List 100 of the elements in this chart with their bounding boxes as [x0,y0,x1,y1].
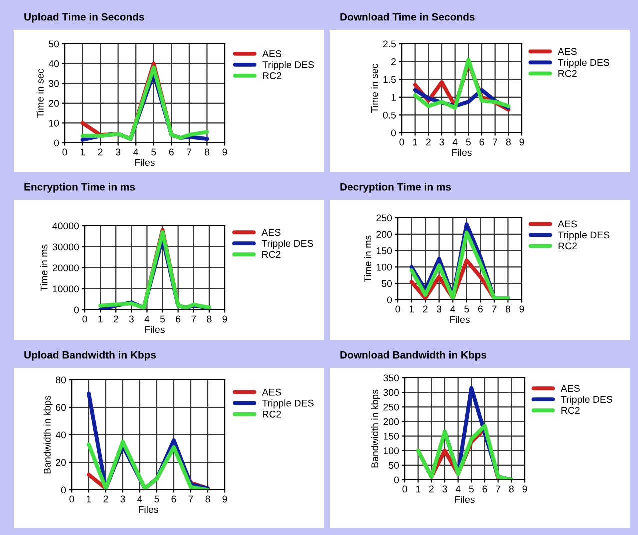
x-tick-label: 4 [456,486,461,493]
x-tick-label: 1 [98,316,103,323]
x-tick-label: 5 [466,138,471,146]
y-axis-title: Bandwidth in kbps [371,390,380,468]
y-tick-label: 1.5 [384,76,396,84]
y-tick-label: 10000 [53,286,80,293]
chart-title: Encryption Time in ms [24,183,136,193]
x-tick-label: 1 [87,496,92,503]
legend-label: AES [262,229,281,236]
legend-label: Tripple DES [558,232,610,241]
x-tick-label: 3 [129,316,134,323]
y-tick-label: 60 [56,404,66,412]
legend-label: RC2 [263,410,282,418]
legend-label: RC2 [562,407,580,414]
y-tick-label: 50 [49,40,60,48]
x-axis-title: Files [139,506,158,514]
y-tick-label: 10 [49,120,60,127]
x-tick-label: 2 [104,496,108,503]
x-tick-label: 7 [492,306,497,313]
y-axis-title: Time in sec [371,64,378,113]
y-axis-title: Time in sec [36,69,44,118]
y-tick-label: 20 [49,100,60,108]
x-axis-title: Files [136,159,155,166]
x-tick-label: 5 [160,316,166,323]
legend-label: Tripple DES [262,240,314,250]
x-tick-label: 7 [493,138,498,146]
legend-label: RC2 [262,251,281,258]
x-tick-label: 8 [506,138,511,146]
x-tick-label: 7 [187,148,192,156]
x-tick-label: 0 [70,496,74,503]
x-tick-label: 8 [509,486,514,493]
x-tick-label: 8 [207,316,212,323]
x-tick-label: 4 [452,138,458,146]
legend-label: AES [560,385,580,392]
x-tick-label: 5 [152,148,156,156]
y-axis-title: Time in ms [40,244,48,292]
chart-title: Download Time in Seconds [340,13,475,21]
x-tick-label: 2 [429,486,434,493]
x-tick-label: 1 [416,486,421,493]
x-tick-label: 0 [82,316,88,323]
x-tick-label: 1 [413,138,418,146]
chart-title: Upload Bandwidth in Kbps [24,351,156,361]
y-tick-label: 100 [376,264,392,271]
x-tick-label: 5 [464,306,470,313]
x-tick-label: 2 [98,148,103,156]
legend-label: AES [262,50,282,58]
legend-label: Tripple DES [561,396,613,405]
legend-label: AES [558,220,578,228]
x-tick-label: 9 [520,138,524,146]
x-tick-label: 3 [442,486,448,493]
x-tick-label: 5 [469,486,474,493]
x-tick-label: 2 [114,316,118,323]
x-tick-label: 9 [222,316,228,323]
x-axis-title: Files [450,316,470,324]
legend-label: AES [262,388,282,396]
legend-label: AES [558,48,577,56]
x-tick-label: 4 [134,148,139,156]
y-tick-label: 40 [48,60,60,68]
x-tick-label: 9 [222,496,228,503]
y-tick-label: 200 [384,418,400,426]
y-tick-label: 250 [384,404,400,411]
y-tick-label: 350 [384,374,400,382]
x-tick-label: 6 [176,316,181,323]
y-tick-label: 150 [376,248,392,254]
y-tick-label: 0 [387,296,392,304]
x-tick-label: 4 [450,306,456,313]
legend-label: Tripple DES [262,61,314,70]
y-tick-label: 2.5 [383,40,396,48]
y-tick-label: 1 [392,94,396,101]
x-tick-label: 6 [169,148,174,156]
y-tick-label: 150 [384,433,400,440]
x-tick-label: 9 [522,486,528,493]
x-tick-label: 4 [138,496,142,503]
x-tick-label: 1 [80,148,86,156]
y-tick-label: 200 [376,231,392,238]
y-tick-label: 250 [376,214,392,222]
y-tick-label: 30 [49,80,60,88]
y-tick-label: 300 [384,389,400,396]
x-tick-label: 3 [437,306,442,313]
x-tick-label: 3 [440,138,444,146]
x-tick-label: 6 [482,486,488,493]
x-tick-label: 9 [222,148,228,156]
x-tick-label: 8 [206,496,210,503]
y-tick-label: 40 [56,432,66,439]
x-tick-label: 4 [144,316,150,323]
y-tick-label: 30000 [52,244,80,251]
x-tick-label: 0 [402,486,408,493]
y-tick-label: 20 [56,459,66,466]
chart-title: Decryption Time in ms [340,183,452,193]
x-tick-label: 6 [172,496,176,503]
x-tick-label: 7 [496,486,501,493]
y-tick-label: 40000 [52,222,80,230]
y-tick-label: 50 [389,462,400,470]
x-tick-label: 7 [192,316,196,323]
y-tick-label: 0 [391,130,396,137]
legend-label: RC2 [558,70,577,78]
x-tick-label: 9 [520,306,524,313]
x-tick-label: 7 [188,496,194,503]
y-tick-label: 0 [394,476,400,484]
legend-label: RC2 [558,242,578,250]
